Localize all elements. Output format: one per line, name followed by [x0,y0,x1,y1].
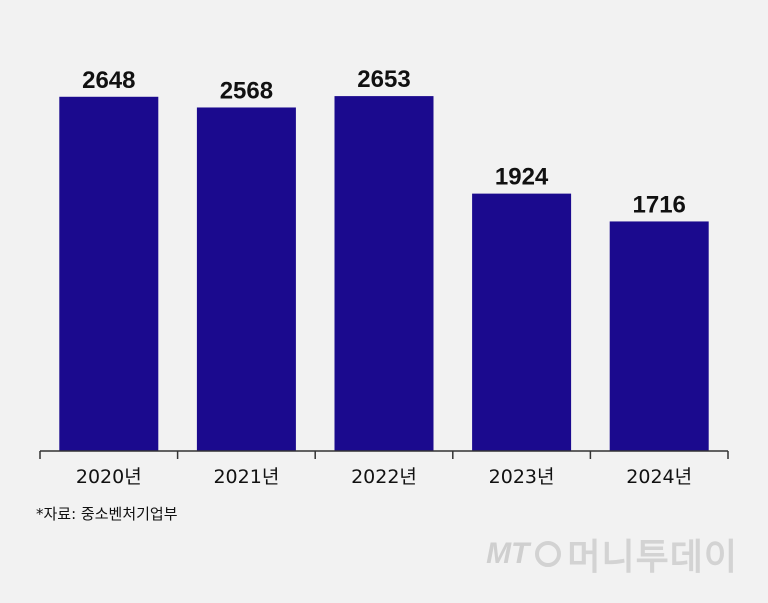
source-note: *자료: 중소벤처기업부 [36,505,178,523]
bars-group [59,96,709,452]
watermark-logo: MT 머니투데이 [486,528,738,580]
bar-value-label-3: 2653 [357,66,410,93]
x-tick-label-5: 2024년 [626,466,692,488]
x-tick-label-2: 2021년 [213,466,279,488]
value-labels-group: 2648 2568 2653 1924 1716 [82,66,686,218]
bar-4 [472,193,572,451]
watermark-mt: MT [486,537,530,570]
x-axis-tick-labels: 2020년 2021년 2022년 2023년 2024년 [76,466,692,488]
x-tick-label-4: 2023년 [489,466,555,488]
bar-2 [196,107,296,451]
x-axis-ticks [39,451,729,459]
x-tick-label-1: 2020년 [76,466,142,488]
bar-value-label-4: 1924 [495,164,549,191]
bar-value-label-2: 2568 [220,77,273,104]
watermark-circle-icon [535,541,562,567]
watermark-name: 머니투데이 [567,537,738,578]
bar-value-label-5: 1716 [633,191,686,218]
bar-value-label-1: 2648 [82,67,135,94]
bar-1 [59,96,159,452]
bar-5 [609,221,709,451]
x-tick-label-3: 2022년 [351,466,417,488]
bar-3 [334,96,434,452]
